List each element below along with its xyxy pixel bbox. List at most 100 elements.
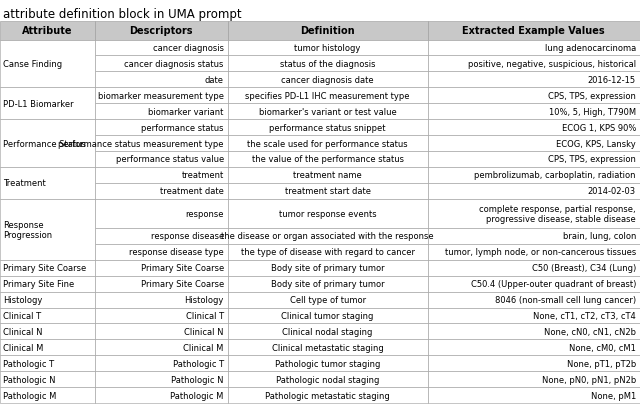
Text: None, pT1, pT2b: None, pT1, pT2b	[567, 359, 636, 368]
Bar	[0, 292, 95, 308]
Text: cancer diagnosis status: cancer diagnosis status	[124, 60, 224, 69]
Text: Clinical T: Clinical T	[186, 311, 224, 320]
Bar	[0, 22, 95, 40]
Bar	[0, 324, 95, 339]
Text: CPS, TPS, expression: CPS, TPS, expression	[548, 92, 636, 100]
Text: None, pM1: None, pM1	[591, 390, 636, 400]
Bar	[0, 199, 95, 260]
Bar	[228, 168, 428, 183]
Bar	[228, 72, 428, 88]
Text: ECOG 1, KPS 90%: ECOG 1, KPS 90%	[562, 123, 636, 132]
Bar	[428, 104, 640, 120]
Bar	[95, 276, 228, 292]
Bar	[228, 387, 428, 403]
Bar	[95, 387, 228, 403]
Bar	[95, 292, 228, 308]
Bar	[428, 324, 640, 339]
Text: None, cN0, cN1, cN2b: None, cN0, cN1, cN2b	[544, 327, 636, 336]
Text: Attribute: Attribute	[22, 26, 72, 36]
Text: Body site of primary tumor: Body site of primary tumor	[271, 264, 385, 273]
Text: status of the diagnosis: status of the diagnosis	[280, 60, 376, 69]
Text: 10%, 5, High, T790M: 10%, 5, High, T790M	[549, 107, 636, 116]
Text: Performance Status: Performance Status	[3, 139, 86, 148]
Bar	[428, 371, 640, 387]
Text: None, cM0, cM1: None, cM0, cM1	[569, 343, 636, 352]
Text: the disease or organ associated with the response: the disease or organ associated with the…	[221, 232, 434, 241]
Text: attribute definition block in UMA prompt: attribute definition block in UMA prompt	[3, 8, 242, 21]
Text: None, pN0, pN1, pN2b: None, pN0, pN1, pN2b	[541, 375, 636, 384]
Bar	[95, 183, 228, 199]
Bar	[95, 260, 228, 276]
Text: Extracted Example Values: Extracted Example Values	[463, 26, 605, 36]
Text: positive, negative, suspicious, historical: positive, negative, suspicious, historic…	[468, 60, 636, 69]
Bar	[428, 151, 640, 168]
Bar	[95, 308, 228, 324]
Text: PD-L1 Biomarker: PD-L1 Biomarker	[3, 100, 74, 109]
Bar	[0, 276, 95, 292]
Bar	[95, 88, 228, 104]
Bar	[428, 168, 640, 183]
Bar	[228, 56, 428, 72]
Bar	[428, 308, 640, 324]
Bar	[95, 40, 228, 56]
Bar	[228, 228, 428, 244]
Text: the value of the performance status: the value of the performance status	[252, 155, 404, 164]
Text: Clinical tumor staging: Clinical tumor staging	[282, 311, 374, 320]
Bar	[0, 168, 95, 199]
Bar	[228, 244, 428, 260]
Bar	[95, 120, 228, 136]
Bar	[428, 276, 640, 292]
Bar	[95, 355, 228, 371]
Bar	[428, 120, 640, 136]
Text: Clinical N: Clinical N	[3, 327, 42, 336]
Text: Clinical N: Clinical N	[184, 327, 224, 336]
Bar	[0, 120, 95, 168]
Text: lung adenocarcinoma: lung adenocarcinoma	[545, 44, 636, 53]
Text: Pathologic N: Pathologic N	[172, 375, 224, 384]
Bar	[95, 199, 228, 228]
Text: the type of disease with regard to cancer: the type of disease with regard to cance…	[241, 248, 415, 257]
Bar	[428, 292, 640, 308]
Bar	[228, 199, 428, 228]
Text: date: date	[205, 76, 224, 85]
Text: Pathologic T: Pathologic T	[3, 359, 54, 368]
Bar	[228, 260, 428, 276]
Text: biomarker variant: biomarker variant	[148, 107, 224, 116]
Bar	[0, 355, 95, 371]
Text: cancer diagnosis: cancer diagnosis	[153, 44, 224, 53]
Bar	[428, 339, 640, 355]
Bar	[95, 339, 228, 355]
Bar	[95, 324, 228, 339]
Bar	[228, 151, 428, 168]
Text: Histology: Histology	[3, 295, 42, 304]
Bar	[428, 355, 640, 371]
Text: C50.4 (Upper-outer quadrant of breast): C50.4 (Upper-outer quadrant of breast)	[470, 279, 636, 288]
Text: Pathologic nodal staging: Pathologic nodal staging	[276, 375, 380, 384]
Bar	[428, 199, 640, 228]
Bar	[95, 151, 228, 168]
Bar	[428, 244, 640, 260]
Bar	[428, 228, 640, 244]
Text: Treatment: Treatment	[3, 179, 45, 188]
Text: performance status value: performance status value	[116, 155, 224, 164]
Bar	[428, 183, 640, 199]
Text: Clinical M: Clinical M	[184, 343, 224, 352]
Bar	[428, 387, 640, 403]
Text: brain, lung, colon: brain, lung, colon	[563, 232, 636, 241]
Text: Pathologic metastatic staging: Pathologic metastatic staging	[266, 390, 390, 400]
Bar	[228, 88, 428, 104]
Bar	[95, 371, 228, 387]
Text: Cell type of tumor: Cell type of tumor	[290, 295, 365, 304]
Text: Pathologic N: Pathologic N	[3, 375, 56, 384]
Text: tumor histology: tumor histology	[294, 44, 361, 53]
Text: Canse Finding: Canse Finding	[3, 60, 62, 69]
Text: Body site of primary tumor: Body site of primary tumor	[271, 279, 385, 288]
Text: 8046 (non-small cell lung cancer): 8046 (non-small cell lung cancer)	[495, 295, 636, 304]
Text: CPS, TPS, expression: CPS, TPS, expression	[548, 155, 636, 164]
Text: ECOG, KPS, Lansky: ECOG, KPS, Lansky	[556, 139, 636, 148]
Text: None, cT1, cT2, cT3, cT4: None, cT1, cT2, cT3, cT4	[533, 311, 636, 320]
Text: tumor response events: tumor response events	[279, 209, 376, 218]
Text: Primary Site Coarse: Primary Site Coarse	[3, 264, 86, 273]
Bar	[95, 244, 228, 260]
Bar	[228, 120, 428, 136]
